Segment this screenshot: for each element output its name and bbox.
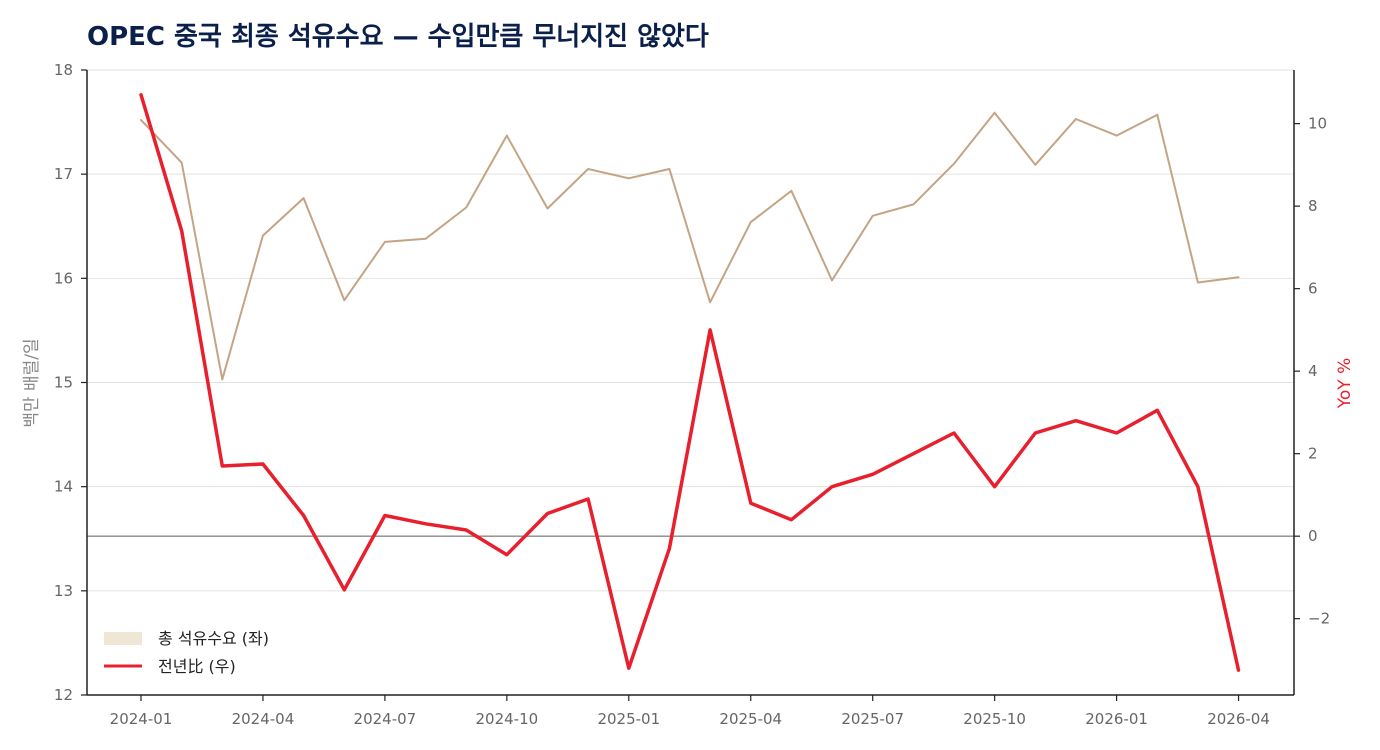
series-line-yoy [139, 93, 1241, 672]
y-left-tick-label: 12 [54, 686, 73, 704]
y-right-tick-label: 8 [1308, 197, 1318, 215]
y-axis-left-title: 백만 배럴/일 [22, 338, 42, 427]
x-tick-label: 2025-10 [963, 710, 1026, 728]
x-tick-label: 2025-01 [597, 710, 660, 728]
legend: 총 석유수요 (좌) 전년比 (우) [104, 629, 269, 676]
chart-title: OPEC 중국 최종 석유수요 — 수입만큼 무너지진 않았다 [87, 22, 709, 52]
y-right-tick-label: 4 [1308, 362, 1318, 380]
x-tick-label: 2026-01 [1085, 710, 1148, 728]
legend-label-yoy: 전년比 (우) [158, 657, 236, 676]
x-tick-label: 2025-07 [841, 710, 904, 728]
y-right-tick-label: 6 [1308, 280, 1318, 298]
y-right-tick-label: −2 [1308, 610, 1330, 628]
y-left-tick-label: 14 [54, 478, 73, 496]
legend-label-total-demand: 총 석유수요 (좌) [158, 629, 269, 648]
legend-swatch-total-demand [104, 632, 142, 645]
x-tick-label: 2024-01 [110, 710, 173, 728]
x-tick-label: 2024-04 [232, 710, 295, 728]
y-right-tick-label: 10 [1308, 115, 1327, 133]
y-left-tick-label: 13 [54, 582, 73, 600]
y-left-tick-label: 17 [54, 165, 73, 183]
y-left-tick-label: 18 [54, 61, 73, 79]
x-tick-label: 2024-10 [476, 710, 539, 728]
x-tick-label: 2025-04 [719, 710, 782, 728]
y-left-tick-label: 16 [54, 269, 73, 287]
y-axis-right-title: YoY % [1335, 358, 1355, 409]
x-tick-label: 2024-07 [354, 710, 417, 728]
y-right-tick-label: 2 [1308, 445, 1318, 463]
y-left-tick-label: 15 [54, 374, 73, 392]
y-right-tick-label: 0 [1308, 527, 1318, 545]
series-line-total-demand [140, 111, 1240, 381]
x-tick-label: 2026-04 [1207, 710, 1270, 728]
